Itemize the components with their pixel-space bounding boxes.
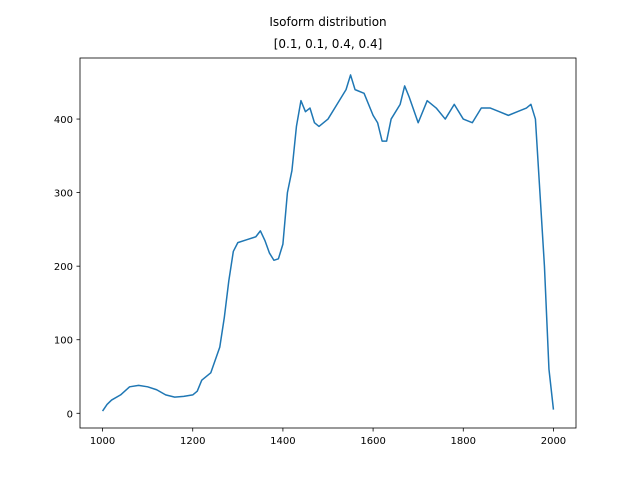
x-tick-label: 1800	[451, 436, 476, 447]
x-tick-label: 1600	[360, 436, 385, 447]
plot-frame	[79, 57, 577, 429]
x-tick-label: 1000	[90, 436, 115, 447]
x-tick-label: 2000	[541, 436, 566, 447]
chart-title: Isoform distribution	[269, 15, 386, 29]
y-tick-label: 200	[54, 262, 73, 273]
data-line	[101, 74, 555, 412]
chart-subtitle: [0.1, 0.1, 0.4, 0.4]	[274, 37, 383, 51]
x-tick-label: 1200	[180, 436, 205, 447]
y-tick-label: 400	[54, 115, 73, 126]
y-tick-label: 100	[54, 336, 73, 347]
y-tick-label: 0	[67, 409, 73, 420]
y-tick-label: 300	[54, 189, 73, 200]
x-tick-label: 1400	[270, 436, 295, 447]
